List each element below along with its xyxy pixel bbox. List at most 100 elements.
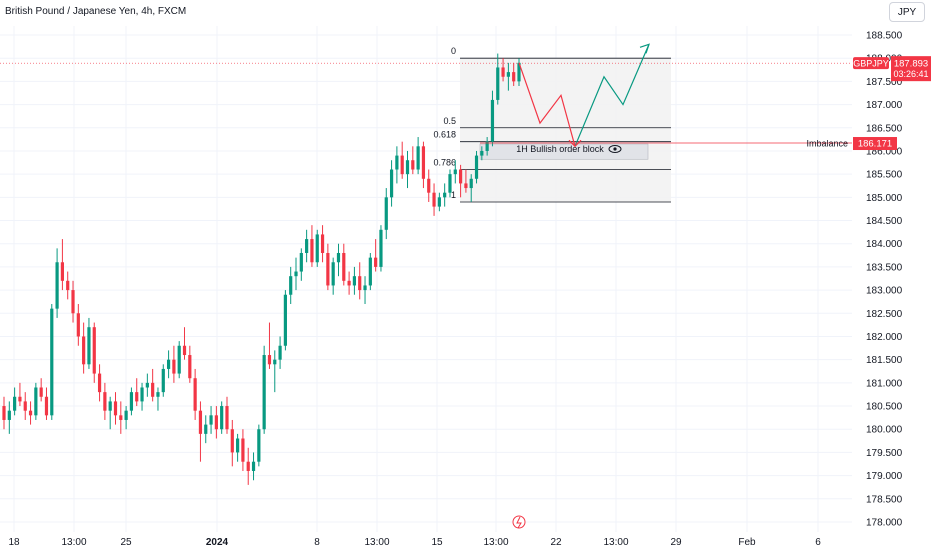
candle-body <box>485 141 489 151</box>
candle-body <box>119 415 123 420</box>
countdown-label: 03:26:41 <box>893 69 928 79</box>
candle-body <box>379 229 383 267</box>
candle-body <box>188 355 192 379</box>
candle-body <box>172 359 176 374</box>
candle-body <box>310 239 314 263</box>
candle-body <box>23 401 27 411</box>
time-tick-label: 2024 <box>206 537 229 548</box>
candle-body <box>517 62 521 82</box>
candle-body <box>496 67 500 100</box>
time-tick-label: 8 <box>314 537 320 548</box>
candle-body <box>18 396 22 402</box>
candle-body <box>108 401 112 411</box>
projection-down-line <box>518 62 576 147</box>
price-tick-label: 178.500 <box>866 494 903 505</box>
currency-button[interactable]: JPY <box>889 2 925 22</box>
candle-body <box>289 276 293 295</box>
candle-body <box>39 387 43 397</box>
time-axis[interactable]: 18 13:00 25 2024 8 13:00 15 13:00 22 13:00 29 Feb 6 <box>8 537 821 548</box>
candle-body <box>204 424 208 434</box>
candle-body <box>490 99 495 142</box>
time-tick-label: 15 <box>431 537 443 548</box>
candle-body <box>458 169 463 184</box>
time-tick-label: 25 <box>120 537 132 548</box>
candle-body <box>437 197 441 207</box>
candle-body <box>214 415 218 430</box>
price-tick-label: 182.500 <box>866 309 903 320</box>
candle-body <box>283 294 287 346</box>
candle-body <box>220 406 224 430</box>
candle-body <box>421 146 426 179</box>
arrow-down-icon <box>568 139 582 148</box>
symbol-tag <box>853 57 889 70</box>
price-tick-label: 182.000 <box>866 332 903 343</box>
price-axis-bg <box>852 0 932 550</box>
eye-pupil <box>613 147 617 151</box>
candle-body <box>305 239 309 253</box>
projection-path[interactable] <box>518 43 650 148</box>
candle-body <box>182 345 187 356</box>
candle-body <box>55 262 59 309</box>
time-tick-label: 6 <box>815 537 821 548</box>
price-tick-label: 185.000 <box>866 193 903 204</box>
candle-body <box>7 410 11 420</box>
candle-body <box>60 262 65 281</box>
event-icon <box>512 515 526 529</box>
candle-body <box>129 392 134 411</box>
order-block <box>479 143 649 160</box>
candle-body <box>501 67 505 77</box>
candle-body <box>71 290 75 314</box>
price-tick-label: 186.000 <box>866 146 903 157</box>
candle-body <box>124 410 128 420</box>
price-tick-label: 180.000 <box>866 425 903 436</box>
lightning-icon <box>516 516 522 529</box>
fib-level-label: 0.5 <box>443 116 456 126</box>
candle-body <box>480 150 484 156</box>
candle-body <box>278 345 282 360</box>
candle-body <box>140 387 144 402</box>
fib-level-label: 1 <box>451 190 456 200</box>
candle-body <box>66 280 70 291</box>
price-tick-label: 181.500 <box>866 355 903 366</box>
time-tick-label: 13:00 <box>603 537 628 548</box>
candle-body <box>374 257 378 267</box>
arrow-up-icon <box>639 43 650 54</box>
candle-body <box>193 378 197 411</box>
candle-body <box>331 262 335 286</box>
candle-body <box>299 252 303 272</box>
price-axis[interactable]: 178.000 178.500 179.000 179.500 180.000 180.5… <box>852 0 932 550</box>
fib-level-label: 0.618 <box>433 130 456 140</box>
time-tick-label: Feb <box>738 537 756 548</box>
candle-body <box>135 392 139 402</box>
price-tick-label: 185.500 <box>866 170 903 181</box>
candle-body <box>326 252 330 286</box>
price-tick-label: 186.500 <box>866 123 903 134</box>
candle-body <box>400 155 404 175</box>
candle-body <box>512 72 516 82</box>
price-tick-label: 184.000 <box>866 239 903 250</box>
candle-body <box>342 252 346 281</box>
candle-body <box>474 155 479 179</box>
candle-body <box>453 169 457 175</box>
candles <box>2 53 521 485</box>
price-tick-label: 188.500 <box>866 31 903 42</box>
candle-body <box>103 392 107 411</box>
candle-body <box>294 271 298 277</box>
candle-body <box>352 276 357 286</box>
candle-body <box>384 197 388 230</box>
candle-body <box>347 280 351 286</box>
price-tick-label: 181.000 <box>866 378 903 389</box>
candle-body <box>156 392 160 397</box>
candle-body <box>2 406 6 420</box>
price-tick-label: 184.500 <box>866 216 903 227</box>
eye-icon <box>608 144 622 153</box>
fib-retracement[interactable]: 0 0.5 0.618 0.786 1 1H Bullish order block <box>433 46 671 203</box>
candle-body <box>358 276 362 291</box>
candle-body <box>236 438 240 453</box>
time-tick-label: 13:00 <box>364 537 389 548</box>
candle-body <box>113 401 118 416</box>
candle-body <box>151 382 155 397</box>
symbol-tag-label: GBPJPY <box>853 59 889 69</box>
